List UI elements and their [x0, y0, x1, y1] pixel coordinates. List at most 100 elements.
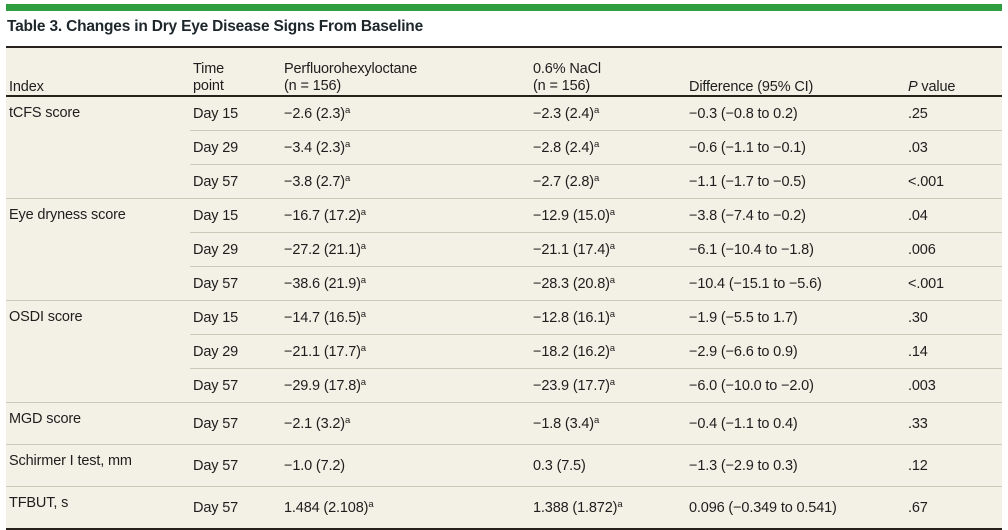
cell-text: 0.3 (7.5)	[533, 457, 586, 474]
cell-time-point: Day 15	[190, 95, 281, 131]
table-row: TFBUT, s Day 57 1.484 (2.108) a 1.388 (1.…	[6, 486, 1002, 530]
cell-difference: −0.6 (−1.1 to −0.1)	[686, 130, 905, 165]
superscript-marker: a	[617, 498, 623, 510]
table-row: MGD score Day 57 −2.1 (3.2)a −1.8 (3.4)a…	[6, 402, 1002, 445]
table-row: Schirmer I test, mm Day 57 −1.0 (7.2) 0.…	[6, 444, 1002, 487]
page-title: Table 3. Changes in Dry Eye Disease Sign…	[7, 18, 423, 35]
cell-index: Schirmer I test, mm	[6, 444, 190, 487]
superscript-marker: a	[609, 342, 616, 354]
cell-difference: −1.3 (−2.9 to 0.3)	[686, 444, 905, 487]
superscript-marker: a	[609, 274, 616, 286]
superscript-marker: a	[344, 138, 351, 150]
cell-pvalue: .67	[905, 486, 1002, 530]
cell-pfh: −16.7 (17.2)a	[281, 198, 530, 233]
cell-nacl: −21.1 (17.4)a	[530, 232, 686, 267]
cell-text: −2.3 (2.4)	[533, 105, 594, 122]
cell-pfh: −2.1 (3.2)a	[281, 402, 530, 445]
cell-text: −23.9 (17.7)	[533, 377, 610, 394]
cell-time-point: Day 57	[190, 368, 281, 403]
table-row: Eye dryness score Day 15 −16.7 (17.2)a −…	[6, 198, 1002, 301]
cell-time-point: Day 57	[190, 402, 281, 445]
header-line: (n = 156)	[284, 78, 342, 94]
superscript-marker: a	[360, 274, 367, 286]
cell-text: −18.2 (16.2)	[533, 343, 610, 360]
cell-nacl: −23.9 (17.7)a	[530, 368, 686, 403]
cell-pvalue: .006	[905, 232, 1002, 267]
cell-pvalue: .03	[905, 130, 1002, 165]
cell-index: MGD score	[6, 402, 190, 445]
superscript-marker: a	[360, 206, 367, 218]
cell-pvalue: .33	[905, 402, 1002, 445]
cell-pvalue: .003	[905, 368, 1002, 403]
accent-bar	[6, 4, 1002, 11]
table-row: Day 29 −21.1 (17.7)a −18.2 (16.2)a −2.9 …	[6, 334, 1002, 369]
superscript-marker: a	[344, 414, 351, 426]
cell-text: −27.2 (21.1)	[284, 241, 361, 258]
cell-pfh: −29.9 (17.8)a	[281, 368, 530, 403]
header-line: Perfluorohexyloctane	[284, 61, 418, 77]
cell-text: −16.7 (17.2)	[284, 207, 361, 224]
header-row: Index Time point Perfluorohexyloctane (n…	[6, 46, 1002, 97]
cell-pfh: −3.8 (2.7)a	[281, 164, 530, 199]
table-row: Day 57 −38.6 (21.9)a −28.3 (20.8)a −10.4…	[6, 266, 1002, 301]
col-header-time-point: Time point	[190, 46, 281, 97]
cell-text: −2.6 (2.3)	[284, 105, 345, 122]
header-line: (n = 156)	[533, 78, 591, 94]
cell-text: −28.3 (20.8)	[533, 275, 610, 292]
cell-difference: −10.4 (−15.1 to −5.6)	[686, 266, 905, 301]
cell-nacl: −1.8 (3.4)a	[530, 402, 686, 445]
header-line: point	[193, 78, 224, 94]
cell-nacl: 0.3 (7.5)	[530, 444, 686, 487]
superscript-marker: a	[609, 376, 616, 388]
cell-nacl: −12.9 (15.0)a	[530, 198, 686, 233]
cell-difference: −3.8 (−7.4 to −0.2)	[686, 198, 905, 233]
cell-time-point: Day 29	[190, 334, 281, 369]
cell-nacl: 1.388 (1.872)a	[530, 486, 686, 530]
cell-difference: −1.1 (−1.7 to −0.5)	[686, 164, 905, 199]
cell-pvalue: .12	[905, 444, 1002, 487]
table-row: Day 29 −3.4 (2.3)a −2.8 (2.4)a −0.6 (−1.…	[6, 130, 1002, 165]
cell-time-point: Day 57	[190, 486, 281, 530]
cell-text: −29.9 (17.8)	[284, 377, 361, 394]
cell-index: Eye dryness score	[6, 198, 190, 301]
cell-pfh: −2.6 (2.3)a	[281, 95, 530, 131]
cell-nacl: −12.8 (16.1)a	[530, 300, 686, 335]
cell-pvalue: .30	[905, 300, 1002, 335]
col-header-index: Index	[6, 46, 190, 97]
pvalue-italic-p: P	[908, 79, 918, 95]
signs-table: Index Time point Perfluorohexyloctane (n…	[6, 46, 1002, 530]
cell-index: TFBUT, s	[6, 486, 190, 530]
table-row: Day 57 −3.8 (2.7)a −2.7 (2.8)a −1.1 (−1.…	[6, 164, 1002, 199]
cell-difference: −6.1 (−10.4 to −1.8)	[686, 232, 905, 267]
cell-nacl: −28.3 (20.8)a	[530, 266, 686, 301]
cell-difference: −0.4 (−1.1 to 0.4)	[686, 402, 905, 445]
cell-text: −1.0 (7.2)	[284, 457, 345, 474]
cell-text: −12.9 (15.0)	[533, 207, 610, 224]
cell-nacl: −2.3 (2.4)a	[530, 95, 686, 131]
cell-text: −21.1 (17.7)	[284, 343, 361, 360]
superscript-marker: a	[360, 308, 367, 320]
cell-text: −12.8 (16.1)	[533, 309, 610, 326]
superscript-marker: a	[609, 206, 616, 218]
superscript-marker: a	[344, 104, 351, 116]
superscript-marker: a	[360, 376, 367, 388]
cell-time-point: Day 15	[190, 198, 281, 233]
col-header-nacl: 0.6% NaCl (n = 156)	[530, 46, 686, 97]
cell-text: 1.484 (2.108)	[284, 499, 369, 516]
cell-pfh: −14.7 (16.5)a	[281, 300, 530, 335]
cell-pvalue: <.001	[905, 164, 1002, 199]
cell-time-point: Day 29	[190, 130, 281, 165]
cell-nacl: −18.2 (16.2)a	[530, 334, 686, 369]
cell-pfh: −21.1 (17.7)a	[281, 334, 530, 369]
table-figure: Table 3. Changes in Dry Eye Disease Sign…	[6, 4, 1002, 530]
cell-index: tCFS score	[6, 95, 190, 199]
cell-pvalue: <.001	[905, 266, 1002, 301]
table-row: Day 29 −27.2 (21.1)a −21.1 (17.4)a −6.1 …	[6, 232, 1002, 267]
cell-pvalue: .14	[905, 334, 1002, 369]
cell-pfh: −1.0 (7.2)	[281, 444, 530, 487]
cell-difference: 0.096 (−0.349 to 0.541)	[686, 486, 905, 530]
col-header-pvalue: P value	[905, 46, 1002, 97]
superscript-marker: a	[593, 172, 600, 184]
cell-difference: −1.9 (−5.5 to 1.7)	[686, 300, 905, 335]
header-line: Time	[193, 61, 225, 77]
